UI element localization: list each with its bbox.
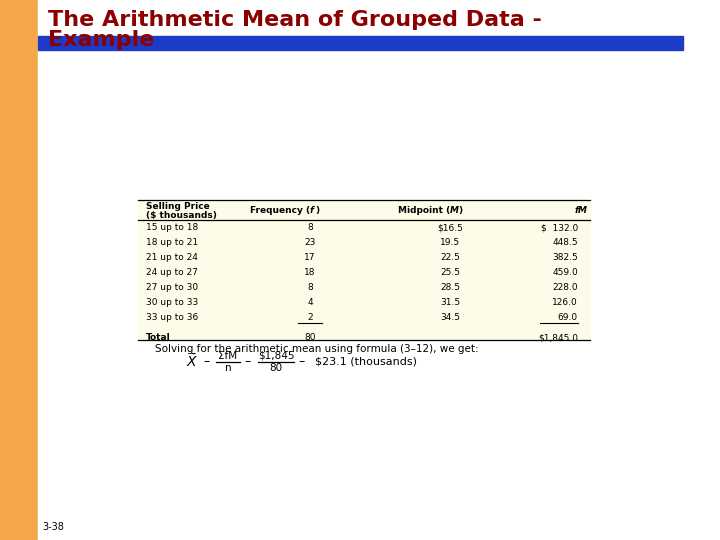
Text: –: –: [204, 355, 210, 368]
Text: 18: 18: [305, 268, 316, 277]
Text: 19.5: 19.5: [440, 238, 460, 247]
Text: 27 up to 30: 27 up to 30: [146, 283, 198, 292]
Text: 34.5: 34.5: [440, 313, 460, 322]
Text: $1,845.0: $1,845.0: [538, 333, 578, 342]
Text: Example: Example: [48, 30, 154, 50]
Text: 8: 8: [307, 283, 313, 292]
Text: 126.0: 126.0: [552, 298, 578, 307]
Text: 69.0: 69.0: [558, 313, 578, 322]
Bar: [38, 36, 683, 50]
Text: M: M: [450, 206, 459, 215]
Text: 21 up to 24: 21 up to 24: [146, 253, 198, 262]
Text: The Arithmetic Mean of Grouped Data -: The Arithmetic Mean of Grouped Data -: [48, 10, 542, 30]
Text: f: f: [310, 206, 314, 215]
Text: –: –: [299, 355, 305, 368]
Text: 459.0: 459.0: [552, 268, 578, 277]
Text: 3-38: 3-38: [42, 522, 64, 532]
Text: $23.1 (thousands): $23.1 (thousands): [315, 357, 417, 367]
Text: M: M: [578, 206, 587, 215]
Text: Solving for the arithmetic mean using formula (3–12), we get:: Solving for the arithmetic mean using fo…: [155, 344, 479, 354]
Text: 23: 23: [305, 238, 315, 247]
Text: ): ): [458, 206, 462, 215]
Text: ): ): [315, 206, 319, 215]
Text: f: f: [574, 206, 578, 215]
Text: Midpoint (: Midpoint (: [397, 206, 450, 215]
Text: 382.5: 382.5: [552, 253, 578, 262]
Text: Total: Total: [146, 333, 171, 342]
Text: 15 up to 18: 15 up to 18: [146, 223, 198, 232]
Text: $1,845: $1,845: [258, 351, 294, 361]
Text: 22.5: 22.5: [440, 253, 460, 262]
Text: 17: 17: [305, 253, 316, 262]
Text: ΣfM: ΣfM: [218, 351, 238, 361]
Text: 448.5: 448.5: [552, 238, 578, 247]
Text: Selling Price: Selling Price: [146, 202, 210, 211]
Text: 28.5: 28.5: [440, 283, 460, 292]
Text: 2: 2: [307, 313, 312, 322]
Text: 24 up to 27: 24 up to 27: [146, 268, 198, 277]
Bar: [0, 0, 38, 540]
Text: 228.0: 228.0: [552, 283, 578, 292]
Bar: [138, 200, 590, 340]
Text: 25.5: 25.5: [440, 268, 460, 277]
Text: $16.5: $16.5: [437, 223, 463, 232]
Text: 80: 80: [305, 333, 316, 342]
Text: 8: 8: [307, 223, 313, 232]
Text: ($ thousands): ($ thousands): [146, 211, 217, 220]
Text: 31.5: 31.5: [440, 298, 460, 307]
Text: $\bar{X}$: $\bar{X}$: [186, 354, 198, 370]
Text: 33 up to 36: 33 up to 36: [146, 313, 198, 322]
Text: 30 up to 33: 30 up to 33: [146, 298, 198, 307]
Text: Frequency (: Frequency (: [250, 206, 310, 215]
Text: n: n: [225, 363, 231, 373]
Text: 18 up to 21: 18 up to 21: [146, 238, 198, 247]
Text: 80: 80: [269, 363, 282, 373]
Text: –: –: [245, 355, 251, 368]
Text: $  132.0: $ 132.0: [541, 223, 578, 232]
Text: 4: 4: [307, 298, 312, 307]
